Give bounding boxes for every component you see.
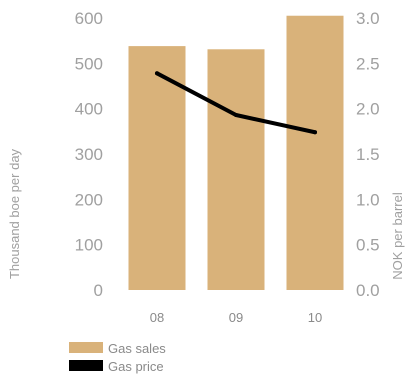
left-tick-label: 200 [75,190,103,209]
line-series [155,71,317,135]
bar-gas-sales-08 [128,46,186,291]
x-tick-label: 09 [229,310,243,325]
point-gas-price-09 [234,113,238,118]
legend-label-gas-sales: Gas sales [108,341,166,356]
left-tick-label: 400 [75,100,103,119]
right-axis-ticks: 0.0 0.5 1.0 1.5 2.0 2.5 3.0 [356,9,380,300]
right-tick-label: 0.0 [356,281,380,300]
x-tick-label: 10 [308,310,322,325]
point-gas-price-10 [313,130,317,135]
legend-label-gas-price: Gas price [108,359,164,374]
right-tick-label: 1.5 [356,145,380,164]
left-tick-label: 0 [94,281,103,300]
right-tick-label: 1.0 [356,190,380,209]
right-tick-label: 2.0 [356,100,380,119]
left-tick-label: 300 [75,145,103,164]
left-axis-ticks: 0 100 200 300 400 500 600 [75,9,103,300]
left-tick-label: 500 [75,54,103,73]
right-tick-label: 3.0 [356,9,380,28]
x-axis-ticks: 08 09 10 [150,310,322,325]
legend: Gas sales Gas price [69,341,166,374]
bar-gas-sales-09 [207,49,265,290]
left-tick-label: 100 [75,236,103,255]
legend-swatch-gas-price [69,360,103,371]
left-tick-label: 600 [75,9,103,28]
left-axis-label: Thousand boe per day [7,148,22,279]
bar-series [128,15,344,291]
point-gas-price-08 [155,71,159,76]
legend-swatch-gas-sales [69,342,103,353]
right-tick-label: 2.5 [356,54,380,73]
right-axis-label: NOK per barrel [390,192,405,280]
bar-gas-sales-10 [286,15,344,290]
right-tick-label: 0.5 [356,236,380,255]
x-tick-label: 08 [150,310,164,325]
